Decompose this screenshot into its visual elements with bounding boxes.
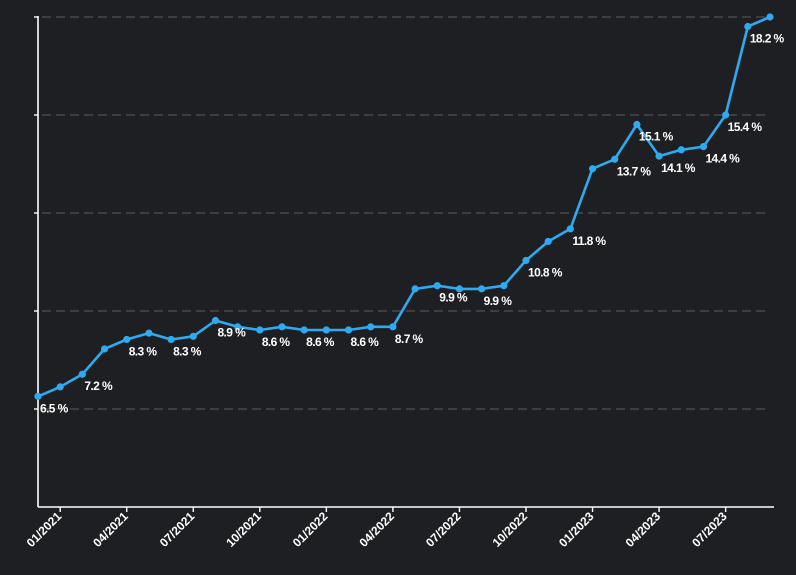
data-labels: 6.5 % 7.2 % 8.3 % 8.3 % 8.9 % 8.6 % 8.6 % 8.6 %… bbox=[40, 31, 785, 415]
data-label: 18.2 % bbox=[750, 31, 785, 45]
series-line bbox=[37, 15, 771, 398]
data-label: 8.3 % bbox=[173, 344, 202, 358]
data-point bbox=[389, 323, 397, 331]
data-point bbox=[100, 345, 109, 353]
data-point bbox=[211, 316, 220, 325]
data-point bbox=[367, 323, 375, 331]
data-label: 15.1 % bbox=[639, 129, 674, 143]
data-point bbox=[344, 326, 353, 334]
data-point bbox=[500, 282, 508, 290]
data-series bbox=[34, 13, 774, 400]
data-label: 11.8 % bbox=[572, 234, 606, 248]
data-point bbox=[744, 22, 752, 31]
data-label: 13.7 % bbox=[617, 164, 652, 178]
data-point bbox=[522, 256, 530, 265]
data-point bbox=[189, 332, 197, 340]
data-label: 8.6 % bbox=[306, 335, 335, 349]
data-point bbox=[167, 335, 175, 344]
data-point bbox=[566, 225, 574, 233]
data-point bbox=[278, 323, 286, 331]
data-point bbox=[56, 383, 64, 391]
data-label: 14.4 % bbox=[705, 152, 740, 166]
data-label: 6.5 % bbox=[40, 401, 69, 415]
data-point bbox=[655, 152, 663, 160]
grid-lines bbox=[42, 16, 770, 410]
data-point bbox=[34, 392, 42, 400]
data-point bbox=[455, 285, 464, 293]
data-point bbox=[145, 329, 153, 337]
data-label: 7.2 % bbox=[84, 379, 113, 393]
data-point bbox=[478, 285, 486, 293]
data-label: 8.3 % bbox=[129, 344, 158, 358]
data-point bbox=[611, 155, 619, 163]
data-point bbox=[322, 326, 330, 334]
data-point bbox=[300, 326, 308, 334]
data-label: 8.6 % bbox=[351, 335, 380, 349]
data-point bbox=[544, 237, 552, 246]
data-label: 15.4 % bbox=[728, 120, 763, 134]
data-point bbox=[588, 165, 597, 173]
data-label: 8.7 % bbox=[395, 332, 424, 346]
data-point bbox=[677, 146, 685, 154]
data-point bbox=[633, 120, 641, 129]
data-label: 10.8 % bbox=[528, 265, 563, 279]
data-label: 8.6 % bbox=[262, 335, 291, 349]
data-point bbox=[722, 111, 730, 119]
data-point bbox=[433, 282, 441, 290]
data-label: 14.1 % bbox=[661, 161, 696, 175]
data-point bbox=[256, 326, 264, 334]
data-point bbox=[78, 370, 86, 378]
data-point bbox=[699, 143, 708, 151]
data-label: 9.9 % bbox=[484, 294, 513, 308]
data-point bbox=[411, 285, 419, 293]
data-point bbox=[123, 335, 131, 344]
data-label: 8.9 % bbox=[217, 325, 246, 339]
data-point bbox=[234, 323, 242, 331]
data-point bbox=[766, 13, 774, 21]
data-label: 9.9 % bbox=[439, 291, 468, 305]
